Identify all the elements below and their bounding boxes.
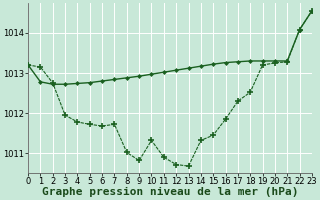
X-axis label: Graphe pression niveau de la mer (hPa): Graphe pression niveau de la mer (hPa) [42, 187, 298, 197]
